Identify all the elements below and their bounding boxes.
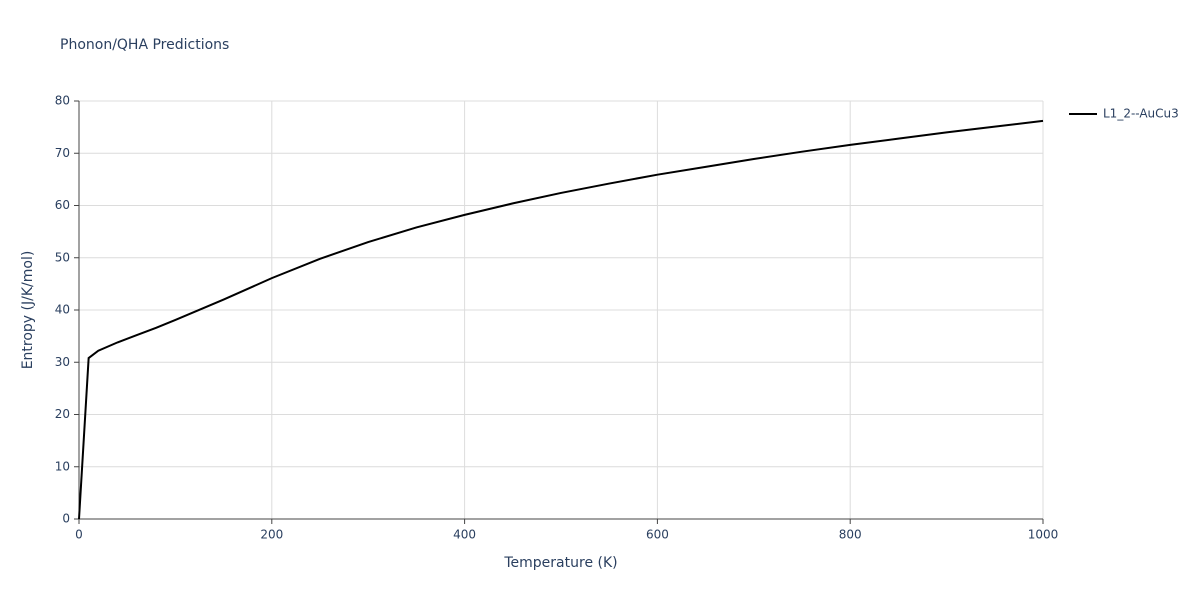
x-tick-label: 0: [75, 528, 83, 542]
y-tick-label: 60: [55, 198, 70, 212]
y-tick-label: 0: [62, 512, 70, 526]
y-tick-label: 40: [55, 303, 70, 317]
y-axis-label: Entropy (J/K/mol): [20, 251, 36, 370]
y-tick-label: 10: [55, 459, 70, 473]
y-tick-label: 70: [55, 146, 70, 160]
chart-title: Phonon/QHA Predictions: [60, 37, 229, 53]
y-tick-label: 20: [55, 407, 70, 421]
legend-label: L1_2--AuCu3: [1103, 107, 1179, 121]
x-tick-label: 800: [839, 528, 862, 542]
x-tick-label: 400: [453, 528, 476, 542]
y-tick-label: 50: [55, 250, 70, 264]
y-tick-label: 80: [55, 94, 70, 108]
x-tick-label: 200: [260, 528, 283, 542]
x-tick-label: 1000: [1028, 528, 1059, 542]
y-tick-label: 30: [55, 355, 70, 369]
data-line: [78, 119, 1044, 520]
x-axis-label: Temperature (K): [503, 555, 617, 571]
x-tick-label: 600: [646, 528, 669, 542]
